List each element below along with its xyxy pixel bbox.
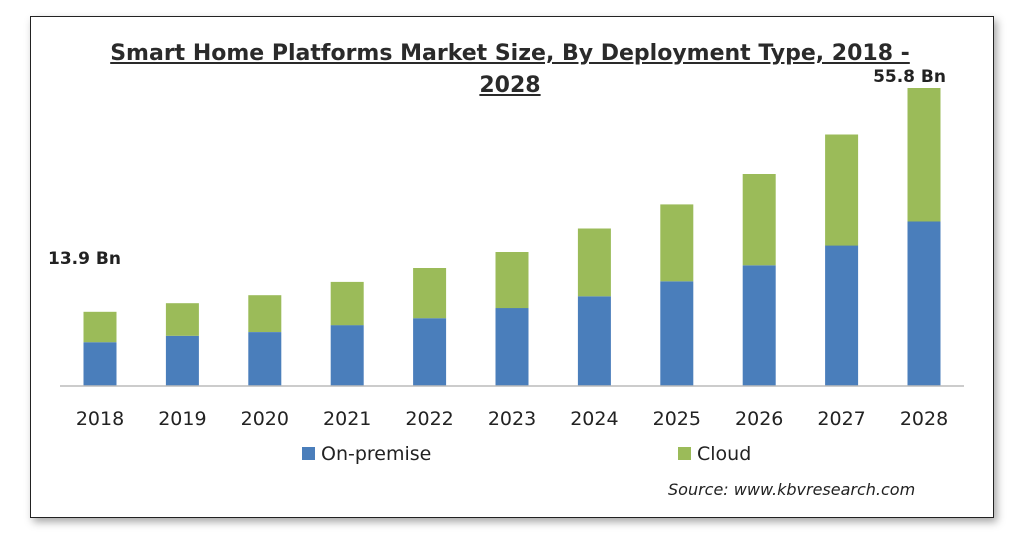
bar-cloud-2020	[248, 295, 282, 332]
bar-cloud-2028	[907, 88, 941, 222]
chart-title-line2: 2028	[479, 73, 541, 98]
bar-cloud-2027	[825, 134, 859, 246]
x-tick-2022: 2022	[405, 408, 453, 430]
bar-on-premise-2024	[577, 296, 611, 386]
data-label-2018: 13.9 Bn	[48, 249, 121, 269]
x-tick-2026: 2026	[735, 408, 783, 430]
data-label-2028: 55.8 Bn	[873, 67, 946, 87]
bar-cloud-2018	[83, 311, 117, 343]
bar-on-premise-2025	[660, 281, 694, 386]
legend-swatch-on-premise	[302, 447, 315, 460]
x-tick-2021: 2021	[323, 408, 371, 430]
bar-cloud-2019	[165, 303, 199, 336]
legend-swatch-cloud	[678, 447, 691, 460]
bar-on-premise-2028	[907, 221, 941, 386]
x-tick-labels: 2018 2019 2020 2021 2022 2023 2024 2025 2026 2027…	[76, 408, 948, 430]
source-note: Source: www.kbvresearch.com	[668, 480, 916, 499]
bar-on-premise-2021	[330, 325, 364, 386]
data-annotations: 13.9 Bn 55.8 Bn	[48, 67, 946, 269]
bar-cloud-2024	[577, 228, 611, 297]
x-tick-2024: 2024	[570, 408, 618, 430]
x-tick-2027: 2027	[817, 408, 865, 430]
chart-title-line1: Smart Home Platforms Market Size, By Dep…	[110, 41, 910, 66]
x-tick-2020: 2020	[241, 408, 289, 430]
x-tick-2025: 2025	[653, 408, 701, 430]
bar-cloud-2026	[742, 174, 776, 266]
bar-on-premise-2018	[83, 342, 117, 386]
legend-label-on-premise: On-premise	[321, 443, 431, 465]
x-tick-2019: 2019	[158, 408, 206, 430]
bar-cloud-2022	[413, 268, 447, 319]
bar-cloud-2021	[330, 281, 364, 326]
bars-group	[83, 88, 941, 386]
x-tick-2018: 2018	[76, 408, 124, 430]
legend-label-cloud: Cloud	[697, 443, 751, 465]
bar-on-premise-2020	[248, 332, 282, 386]
bar-cloud-2023	[495, 252, 529, 309]
bar-on-premise-2022	[413, 318, 447, 386]
legend: On-premise Cloud	[302, 443, 751, 465]
bar-on-premise-2027	[825, 245, 859, 386]
bar-cloud-2025	[660, 204, 694, 282]
bar-on-premise-2026	[742, 265, 776, 386]
bar-on-premise-2019	[165, 335, 199, 386]
x-tick-2028: 2028	[900, 408, 948, 430]
x-tick-2023: 2023	[488, 408, 536, 430]
bar-on-premise-2023	[495, 308, 529, 386]
